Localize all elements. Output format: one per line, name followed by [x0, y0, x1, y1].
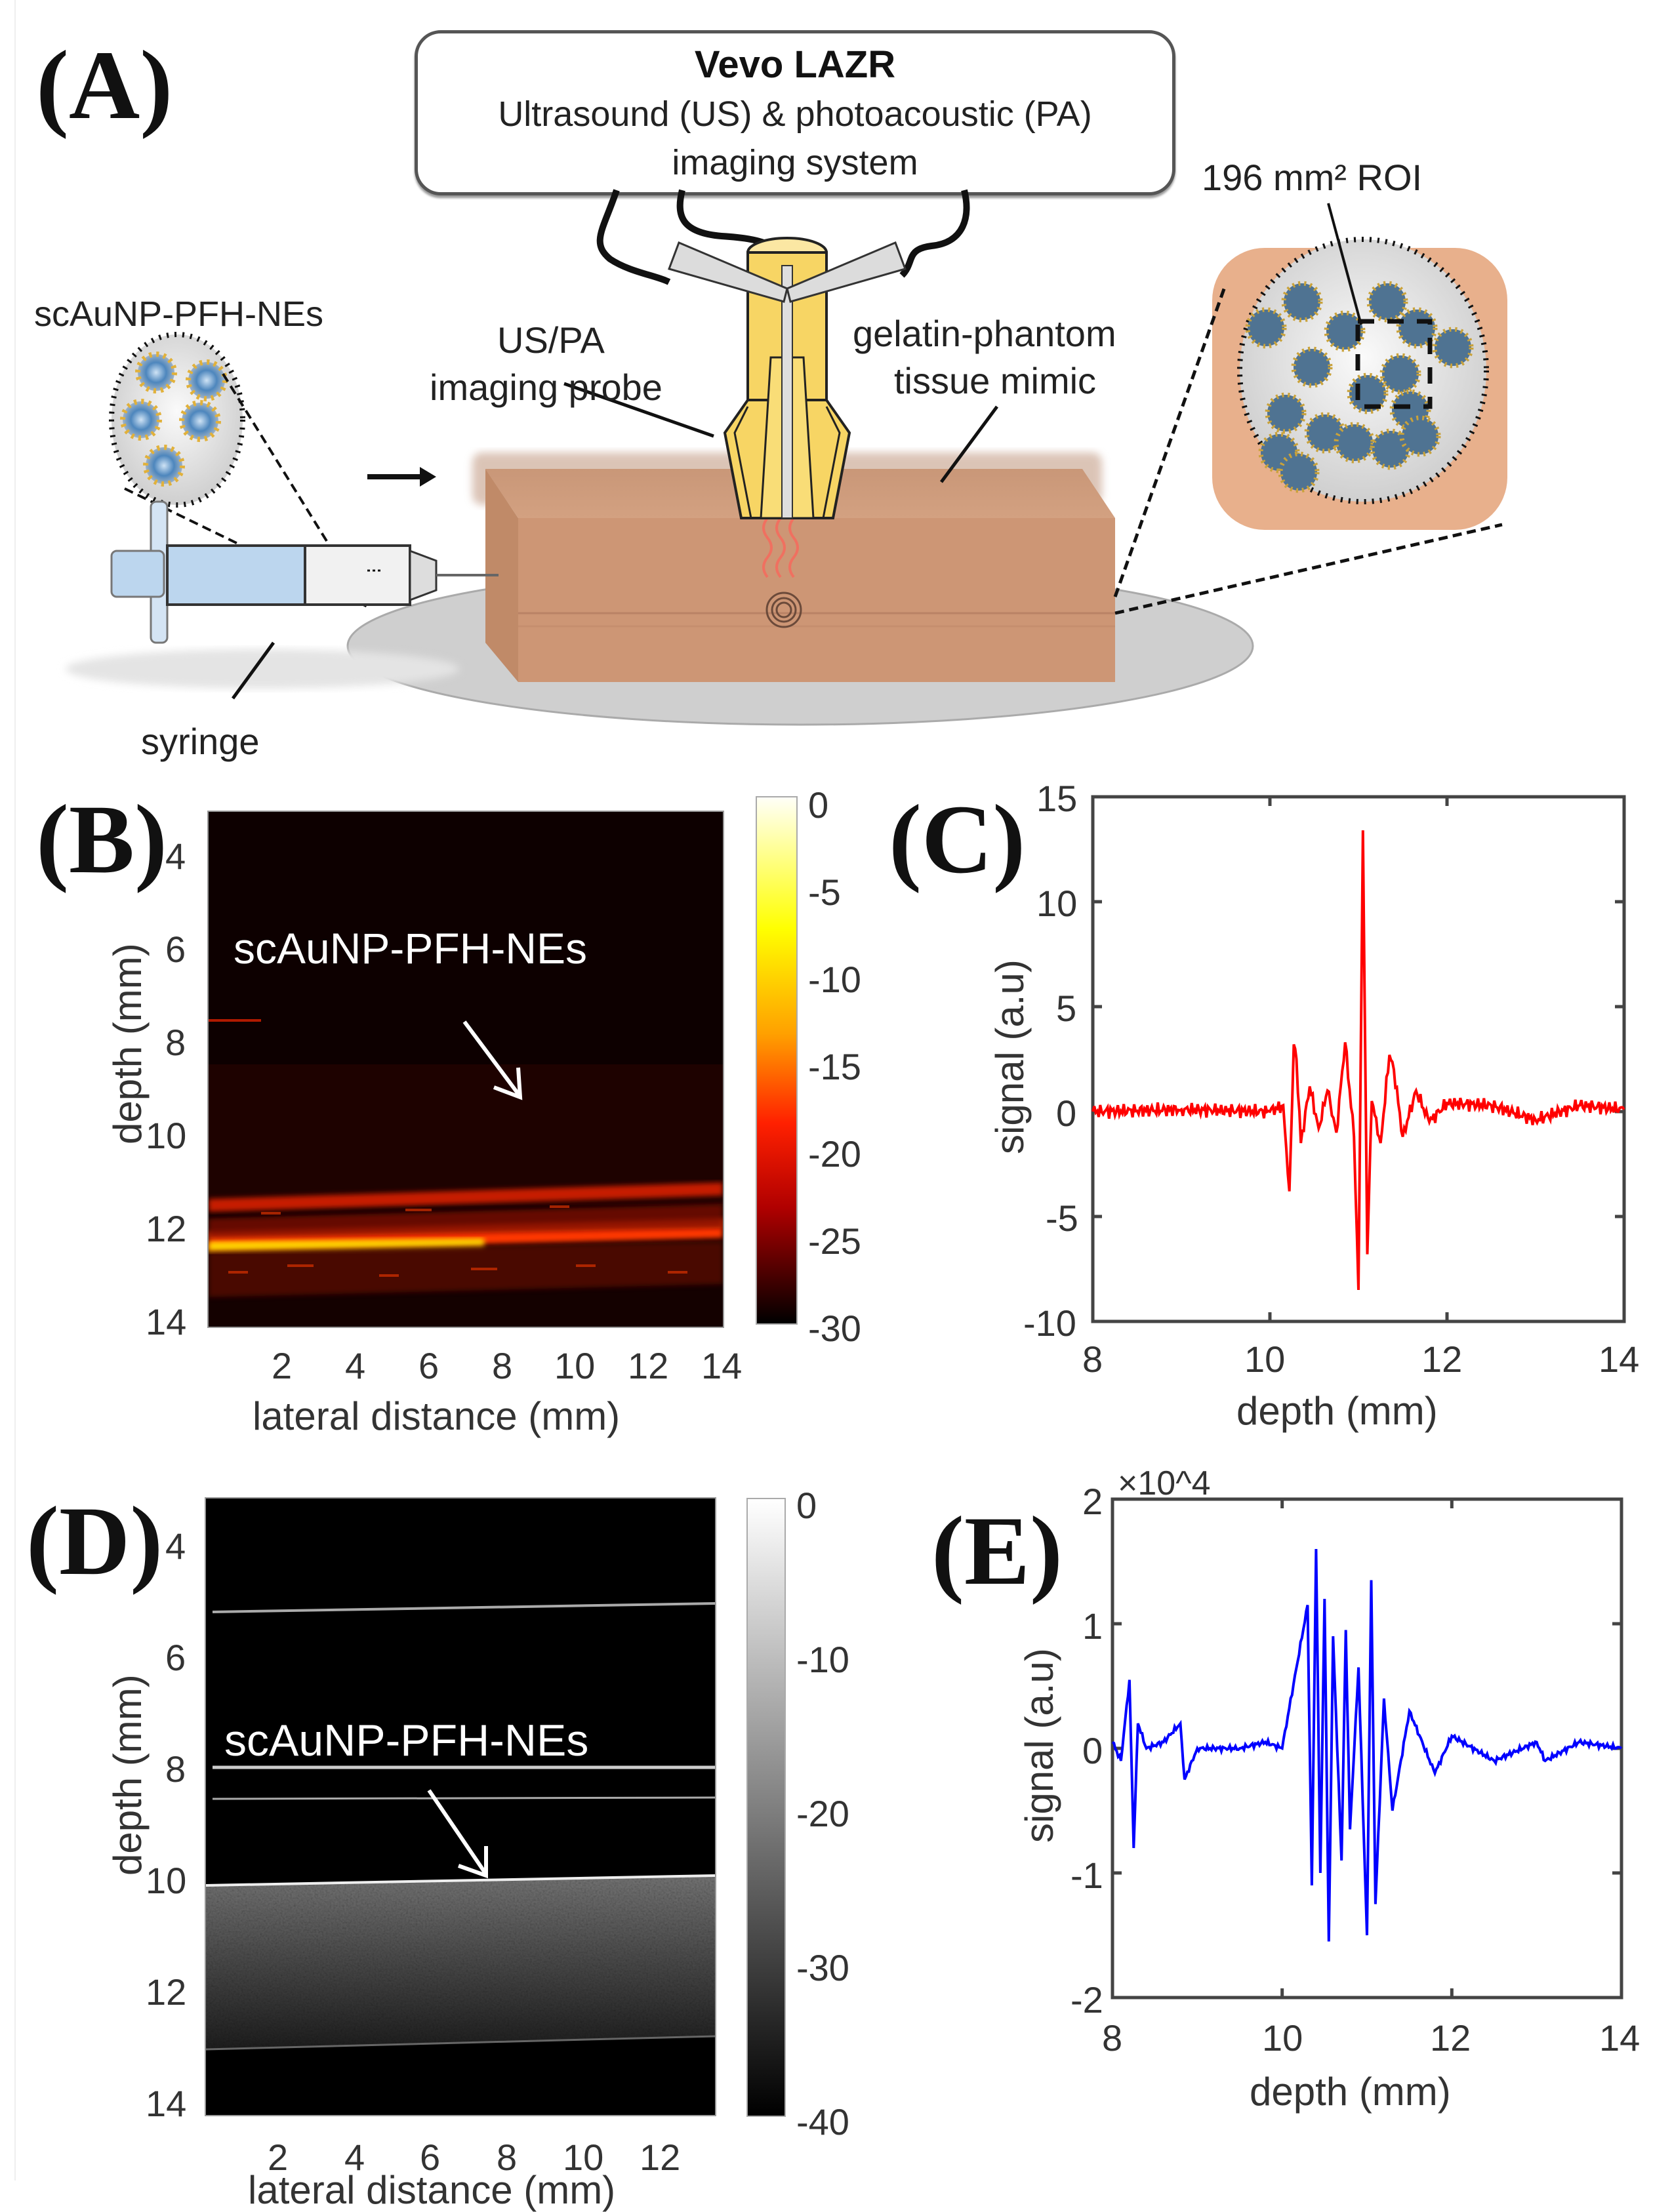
y-tick: -5: [1046, 1197, 1078, 1239]
x-tick: 10: [1244, 1338, 1286, 1380]
roi-inset-icon: [1113, 203, 1507, 615]
y-axis-label: depth (mm): [106, 1674, 150, 1876]
x-axis-label: depth (mm): [1236, 1389, 1438, 1433]
y-tick: 10: [146, 1860, 187, 1901]
y-tick: 14: [146, 2083, 187, 2124]
y-tick: 4: [165, 1525, 186, 1567]
x-tick: 14: [1599, 1338, 1640, 1380]
x-tick: 2: [272, 1345, 293, 1386]
label-phantom-2: tissue mimic: [894, 360, 1097, 401]
y-tick: 2: [1082, 1481, 1103, 1522]
y-tick: 0: [1056, 1093, 1077, 1134]
x-tick: 8: [1102, 2017, 1123, 2059]
colorbar-tick: -20: [808, 1133, 861, 1175]
system-title: Vevo LAZR: [694, 43, 896, 86]
y-tick: 15: [1036, 778, 1078, 819]
x-tick: 6: [418, 1345, 439, 1386]
pa-signal-chart: [1091, 795, 1626, 1323]
y-axis-label: signal (a.u): [988, 959, 1032, 1154]
colorbar-hot: [756, 796, 798, 1325]
colorbar-gray: [746, 1498, 786, 2117]
y-tick: 4: [165, 835, 186, 877]
x-tick: 4: [345, 1345, 366, 1386]
us-signal-chart: [1111, 1497, 1623, 2000]
y-tick: 12: [146, 1208, 187, 1249]
pa-annotation: scAuNP-PFH-NEs: [234, 924, 588, 973]
colorbar-tick: -10: [796, 1639, 849, 1680]
x-tick: 4: [344, 2137, 365, 2178]
label-roi: 196 mm² ROI: [1202, 157, 1423, 198]
y-axis-label: signal (a.u): [1017, 1648, 1061, 1843]
y-tick: 14: [146, 1301, 187, 1342]
arrow-icon: [462, 1020, 523, 1100]
y-axis-label: depth (mm): [106, 943, 150, 1144]
label-nanoemulsion: scAuNP-PFH-NEs: [34, 294, 324, 334]
panel-label-d: (D): [26, 1487, 163, 1596]
x-tick: 14: [1599, 2017, 1641, 2059]
panel-label-c: (C): [889, 785, 1026, 894]
panel-label-a: (A): [36, 31, 173, 140]
y-tick: 5: [1056, 988, 1077, 1029]
probe-icon: [668, 237, 907, 519]
panel-label-b: (B): [36, 785, 167, 894]
colorbar-tick: -5: [808, 872, 841, 913]
colorbar-tick: -20: [796, 1793, 849, 1834]
y-tick: 1: [1082, 1605, 1103, 1647]
panel-label-e: (E): [931, 1497, 1063, 1605]
y-tick: 0: [1082, 1730, 1103, 1771]
system-line1: Ultrasound (US) & photoacoustic (PA): [498, 94, 1092, 134]
cable-left: [596, 189, 671, 285]
x-axis-label: lateral distance (mm): [248, 2168, 616, 2212]
x-tick: 8: [497, 2137, 518, 2178]
y-tick: -1: [1070, 1855, 1103, 1896]
colorbar-tick: -15: [808, 1046, 861, 1087]
colorbar-tick: 0: [796, 1485, 817, 1526]
y-tick: 6: [165, 1637, 186, 1678]
colorbar-tick: -25: [808, 1220, 861, 1262]
cable-right: [899, 189, 970, 278]
x-tick: 12: [1421, 1338, 1463, 1380]
x-tick: 10: [563, 2137, 604, 2178]
x-axis-label: lateral distance (mm): [253, 1394, 621, 1438]
y-tick: 6: [165, 929, 186, 970]
label-probe-1: US/PA: [497, 319, 605, 361]
us-image: scAuNP-PFH-NEs: [205, 1497, 716, 2116]
pa-image: scAuNP-PFH-NEs: [207, 811, 724, 1328]
x-tick: 2: [268, 2137, 289, 2178]
y-tick: 12: [146, 1971, 187, 2013]
us-annotation: scAuNP-PFH-NEs: [224, 1716, 589, 1765]
x-tick: 8: [1082, 1338, 1103, 1380]
x-tick: 8: [492, 1345, 513, 1386]
colorbar-tick: -40: [796, 2101, 849, 2142]
schematic-illustration: [66, 189, 1507, 726]
x-tick: 12: [640, 2137, 681, 2178]
colorbar-tick: -30: [796, 1947, 849, 1988]
x-tick: 12: [1430, 2017, 1471, 2059]
arrow-icon: [427, 1789, 488, 1879]
colorbar-tick: -10: [808, 959, 861, 1000]
y-tick: -10: [1023, 1302, 1076, 1344]
y-tick: -2: [1070, 1979, 1103, 2021]
label-phantom-1: gelatin-phantom: [853, 313, 1116, 354]
system-line2: imaging system: [672, 143, 918, 182]
x-tick: 12: [628, 1345, 669, 1386]
label-syringe: syringe: [141, 721, 260, 762]
label-probe-2: imaging probe: [430, 367, 663, 408]
system-box: Vevo LAZR Ultrasound (US) & photoacousti…: [415, 30, 1175, 195]
nanoemulsion-magnifier-icon: [109, 332, 369, 608]
syringe-icon: [110, 500, 499, 644]
x-tick: 10: [554, 1345, 596, 1386]
colorbar-tick: 0: [808, 784, 829, 826]
left-margin-rule: [14, 0, 16, 2181]
colorbar-tick: -30: [808, 1308, 861, 1349]
y-tick: 10: [1036, 883, 1078, 924]
y-tick: 8: [165, 1022, 186, 1063]
y-tick: 8: [165, 1748, 186, 1790]
x-tick: 10: [1262, 2017, 1303, 2059]
x-tick: 6: [420, 2137, 441, 2178]
y-tick: 10: [146, 1115, 187, 1156]
y-multiplier: ×10^4: [1118, 1464, 1211, 1502]
x-axis-label: depth (mm): [1250, 2070, 1451, 2114]
x-tick: 14: [701, 1345, 743, 1386]
